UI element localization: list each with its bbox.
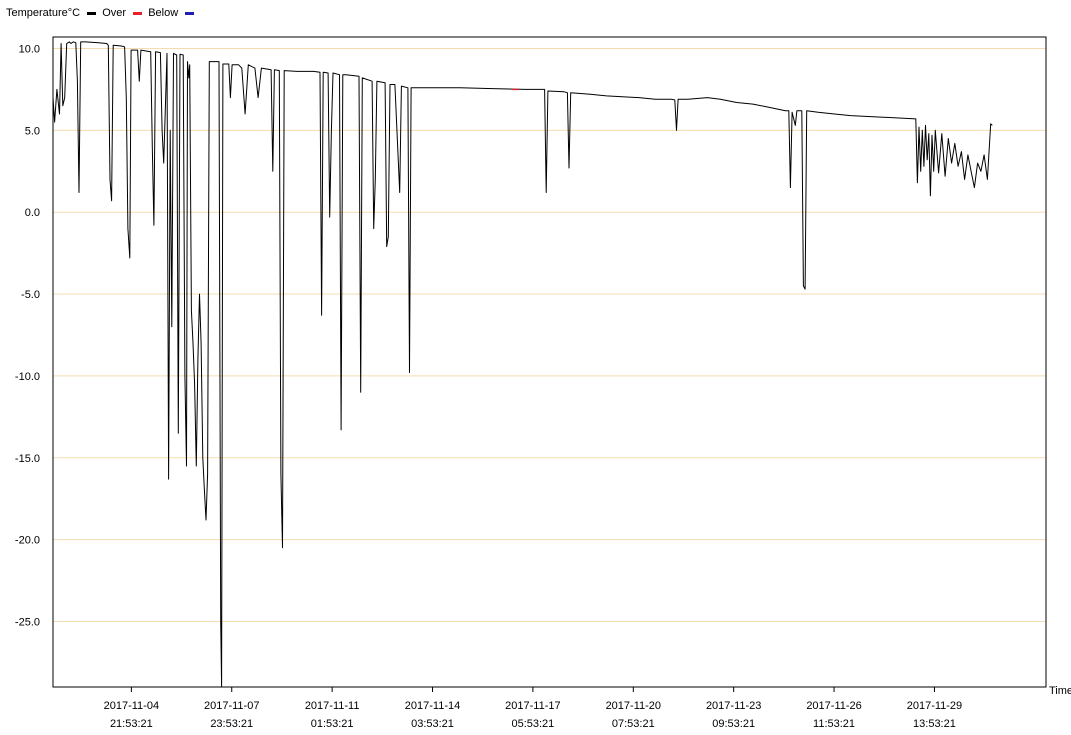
x-axis-label: Time — [1049, 685, 1071, 697]
y-tick-label: -10.0 — [15, 371, 40, 383]
legend-swatch-blue — [185, 11, 195, 15]
legend-label-below: Below — [148, 7, 179, 20]
x-tick-time: 13:53:21 — [913, 718, 956, 730]
legend-swatch-below — [133, 11, 143, 15]
x-tick-time: 11:53:21 — [813, 718, 855, 730]
x-tick-date: 2017-11-20 — [606, 700, 661, 712]
series-line-over — [52, 41, 993, 688]
y-tick-label: -5.0 — [21, 289, 40, 301]
x-tick-time: 09:53:21 — [712, 718, 755, 730]
y-tick-label: -15.0 — [15, 453, 40, 465]
legend-swatch-over — [87, 11, 97, 15]
x-tick-date: 2017-11-23 — [706, 700, 761, 712]
x-tick-date: 2017-11-11 — [305, 700, 360, 712]
x-tick-time: 01:53:21 — [311, 718, 354, 730]
x-tick-date: 2017-11-14 — [405, 700, 460, 712]
y-tick-label: 0.0 — [25, 207, 40, 219]
plot-frame — [52, 36, 1047, 688]
legend-title: Temperature°C — [6, 7, 81, 20]
x-tick-time: 03:53:21 — [411, 718, 454, 730]
y-tick-label: -20.0 — [15, 535, 40, 547]
x-tick-time: 05:53:21 — [511, 718, 554, 730]
x-tick-time: 21:53:21 — [110, 718, 153, 730]
x-tick-date: 2017-11-29 — [907, 700, 962, 712]
x-tick-date: 2017-11-26 — [806, 700, 861, 712]
legend-label-over: Over — [102, 7, 127, 20]
x-tick-time: 23:53:21 — [210, 718, 253, 730]
x-tick-time: 07:53:21 — [612, 718, 655, 730]
x-tick-date: 2017-11-04 — [104, 700, 159, 712]
x-tick-date: 2017-11-07 — [204, 700, 259, 712]
chart-legend: Temperature°C Over Below — [6, 6, 197, 20]
x-tick-date: 2017-11-17 — [505, 700, 560, 712]
y-tick-label: 5.0 — [25, 125, 40, 137]
y-tick-label: -25.0 — [15, 617, 40, 629]
y-tick-label: 10.0 — [19, 43, 40, 55]
